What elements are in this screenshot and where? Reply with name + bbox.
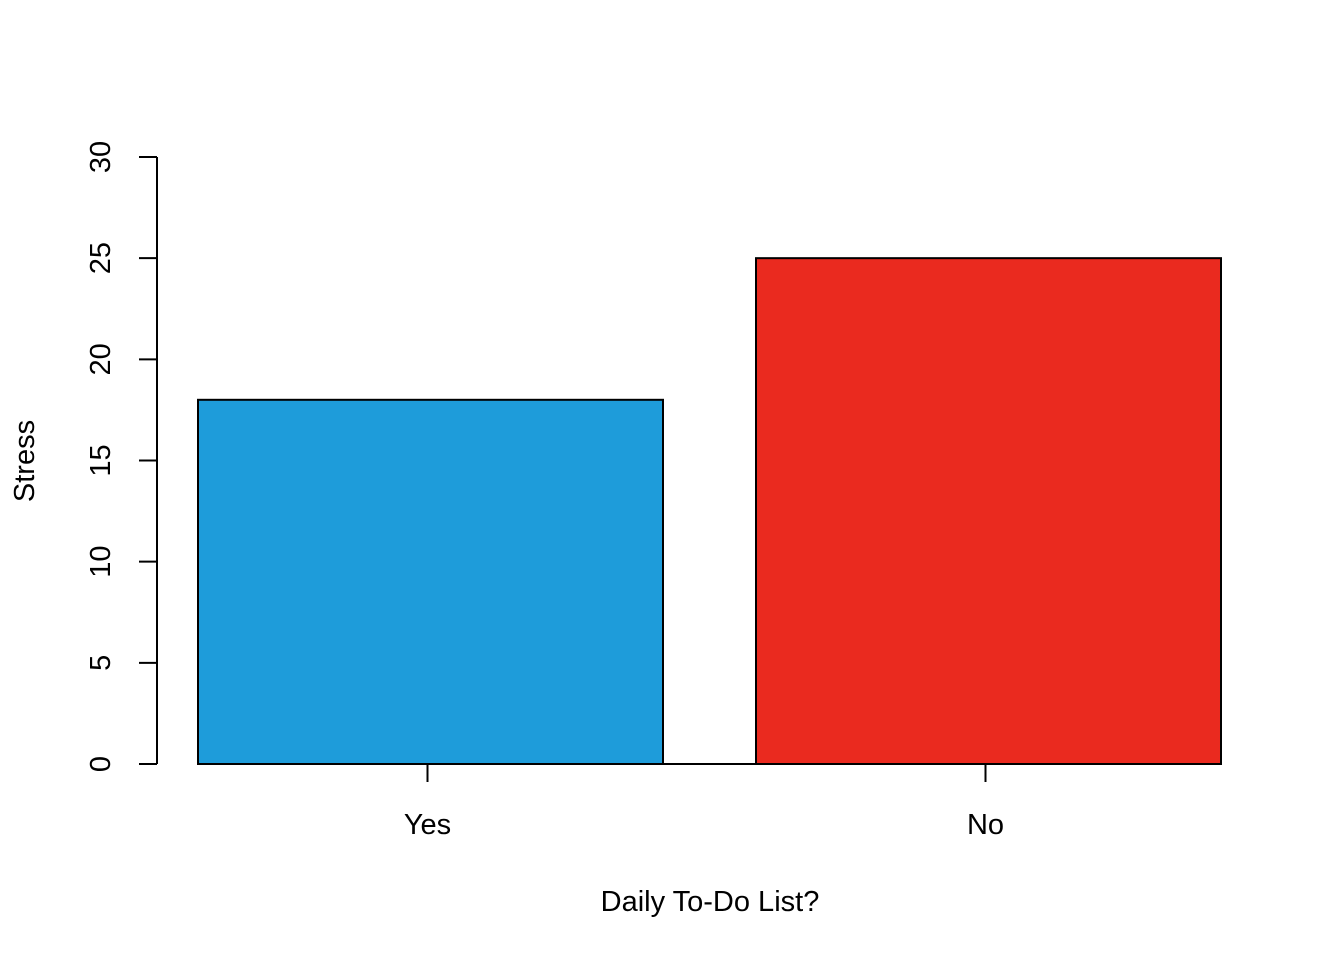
y-tick-label-0: 0 [85,756,117,772]
x-tick-label-no: No [967,809,1004,841]
y-tick-label-25: 25 [85,242,117,274]
y-tick-label-5: 5 [85,655,117,671]
bar-no [755,257,1222,765]
y-axis: 0 5 10 15 20 25 30 [85,141,158,772]
y-axis-title: Stress [9,420,41,502]
y-tick-label-15: 15 [85,444,117,476]
x-tick-label-yes: Yes [404,809,451,841]
y-tick-label-10: 10 [85,546,117,578]
bar-yes [197,398,664,765]
y-tick-label-30: 30 [85,141,117,173]
bars-layer [197,257,1222,765]
x-axis-title: Daily To-Do List? [601,886,820,918]
y-tick-label-20: 20 [85,343,117,375]
x-axis: Yes No [198,763,1221,841]
